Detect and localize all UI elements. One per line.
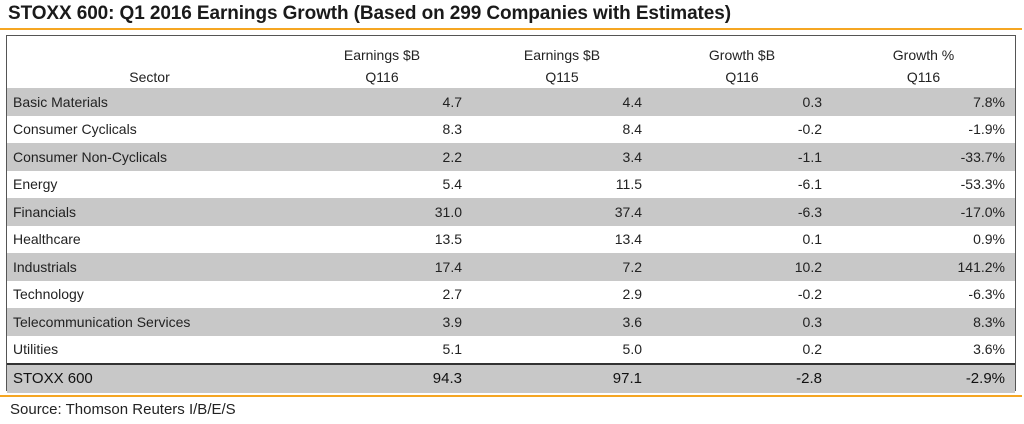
table-row: Technology 2.7 2.9 -0.2 -6.3% [7, 281, 1015, 309]
column-header-line1: Earnings $B [343, 47, 421, 63]
earnings-q116-cell: 5.4 [442, 176, 462, 193]
header-row: Sector Earnings $B Q116 Earnings $B Q115… [7, 36, 1015, 88]
sector-cell: Telecommunication Services [7, 308, 292, 336]
earnings-q115-cell: 3.4 [472, 143, 652, 171]
growth-pct-cell: -6.3% [968, 286, 1005, 303]
column-header-line2: Q116 [365, 69, 399, 85]
earnings-q115-cell: 5.0 [622, 341, 642, 358]
table-row: Consumer Non-Cyclicals 2.2 3.4 -1.1 -33.… [7, 143, 1015, 171]
growth-pct-cell: -17.0% [832, 198, 1015, 226]
column-header-earnings-q116: Earnings $B Q116 [292, 36, 472, 88]
title-rule [0, 28, 1022, 30]
growth-pct-cell: 0.9% [973, 231, 1005, 248]
total-row: STOXX 600 94.3 97.1 -2.8 -2.9% [7, 363, 1015, 393]
earnings-q115-cell: 97.1 [472, 363, 652, 393]
column-header-line1: Growth $B [708, 47, 776, 63]
sector-cell: Healthcare [13, 231, 81, 248]
earnings-q116-cell: 5.1 [442, 341, 462, 358]
earnings-q116-cell: 2.7 [442, 286, 462, 303]
earnings-q116-cell: 31.0 [292, 198, 472, 226]
earnings-q115-cell: 4.4 [472, 88, 652, 116]
column-header-sector: Sector [7, 36, 292, 88]
earnings-q116-cell: 3.9 [292, 308, 472, 336]
earnings-q116-cell: 8.3 [442, 121, 462, 138]
column-header-growth-pct: Growth % Q116 [832, 36, 1015, 88]
table-row: Financials 31.0 37.4 -6.3 -17.0% [7, 198, 1015, 226]
table-row: Consumer Cyclicals 8.3 8.4 -0.2 -1.9% [7, 116, 1015, 144]
table-row: Telecommunication Services 3.9 3.6 0.3 8… [7, 308, 1015, 336]
sector-cell: Utilities [13, 341, 59, 358]
earnings-q116-cell: 2.2 [292, 143, 472, 171]
table-row: Industrials 17.4 7.2 10.2 141.2% [7, 253, 1015, 281]
earnings-q115-cell: 11.5 [615, 176, 642, 193]
earnings-q116-cell: 94.3 [292, 363, 472, 393]
growth-pct-cell: -2.9% [832, 363, 1015, 393]
earnings-table-frame: Sector Earnings $B Q116 Earnings $B Q115… [6, 35, 1016, 393]
growth-b-cell: 0.2 [802, 341, 822, 358]
earnings-q115-cell: 13.4 [614, 231, 642, 248]
sector-cell: Basic Materials [7, 88, 292, 116]
earnings-q116-cell: 17.4 [292, 253, 472, 281]
growth-b-cell: -1.1 [652, 143, 832, 171]
earnings-q116-cell: 4.7 [292, 88, 472, 116]
sector-cell: Energy [13, 176, 58, 193]
column-header-growth-b: Growth $B Q116 [652, 36, 832, 88]
column-header-line1: Earnings $B [523, 47, 601, 63]
source-rule [0, 395, 1022, 397]
growth-b-cell: 10.2 [652, 253, 832, 281]
growth-pct-cell: -1.9% [968, 121, 1005, 138]
column-header-line2: Q116 [725, 69, 759, 85]
growth-pct-cell: -53.3% [960, 176, 1005, 193]
column-header-line2: Q116 [906, 69, 941, 85]
sector-cell: STOXX 600 [7, 363, 292, 393]
table-row: Energy 5.4 11.5 -6.1 -53.3% [7, 171, 1015, 199]
earnings-q115-cell: 2.9 [622, 286, 642, 303]
column-header-line1: Growth % [892, 47, 955, 63]
table-row: Basic Materials 4.7 4.4 0.3 7.8% [7, 88, 1015, 116]
page-title: STOXX 600: Q1 2016 Earnings Growth (Base… [8, 3, 731, 24]
earnings-q116-cell: 13.5 [434, 231, 462, 248]
growth-pct-cell: 8.3% [832, 308, 1015, 336]
growth-b-cell: -6.3 [652, 198, 832, 226]
column-header-earnings-q115: Earnings $B Q115 [472, 36, 652, 88]
column-header-line2: Q115 [545, 69, 579, 85]
earnings-q115-cell: 7.2 [472, 253, 652, 281]
growth-b-cell: 0.3 [652, 88, 832, 116]
growth-b-cell: -2.8 [652, 363, 832, 393]
table-row: Healthcare 13.5 13.4 0.1 0.9% [7, 226, 1015, 254]
column-header-line2: Sector [129, 69, 170, 85]
growth-b-cell: -0.2 [797, 121, 822, 138]
growth-b-cell: -0.2 [797, 286, 822, 303]
earnings-q115-cell: 37.4 [472, 198, 652, 226]
source-note: Source: Thomson Reuters I/B/E/S [10, 401, 236, 418]
earnings-q115-cell: 8.4 [622, 121, 642, 138]
growth-b-cell: 0.1 [802, 231, 822, 248]
table-row: Utilities 5.1 5.0 0.2 3.6% [7, 336, 1015, 365]
earnings-table: Sector Earnings $B Q116 Earnings $B Q115… [7, 36, 1015, 393]
growth-pct-cell: 3.6% [973, 341, 1005, 358]
growth-b-cell: -6.1 [797, 176, 822, 193]
sector-cell: Consumer Cyclicals [13, 121, 137, 138]
sector-cell: Technology [13, 286, 84, 303]
sector-cell: Financials [7, 198, 292, 226]
growth-pct-cell: -33.7% [832, 143, 1015, 171]
sector-cell: Consumer Non-Cyclicals [7, 143, 292, 171]
growth-b-cell: 0.3 [652, 308, 832, 336]
sector-cell: Industrials [7, 253, 292, 281]
earnings-q115-cell: 3.6 [472, 308, 652, 336]
growth-pct-cell: 141.2% [832, 253, 1015, 281]
growth-pct-cell: 7.8% [832, 88, 1015, 116]
